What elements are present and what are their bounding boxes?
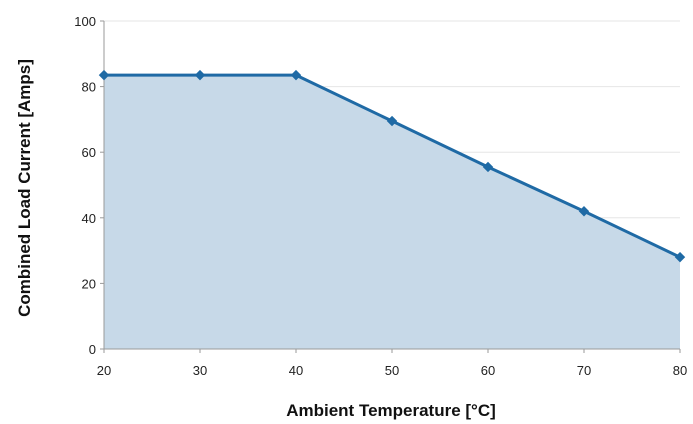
x-tick-label-40: 40	[289, 363, 303, 378]
x-axis-title: Ambient Temperature [°C]	[286, 401, 496, 420]
marker-layer	[98, 69, 686, 263]
data-point-20	[98, 69, 110, 81]
y-axis-title: Combined Load Current [Amps]	[15, 59, 34, 317]
data-point-70	[578, 206, 590, 217]
data-point-50	[386, 115, 398, 127]
data-point-60	[482, 161, 494, 173]
data-point-30	[194, 69, 206, 81]
x-tick-label-70: 70	[577, 363, 591, 378]
y-tick-label-60: 60	[82, 145, 96, 160]
x-tick-label-60: 60	[481, 363, 495, 378]
data-point-40	[290, 69, 302, 81]
series-area-fill	[104, 75, 680, 350]
x-tick-label-50: 50	[385, 363, 399, 378]
x-tick-label-30: 30	[193, 363, 207, 378]
y-tick-label-100: 100	[74, 14, 96, 29]
y-tick-label-0: 0	[89, 342, 96, 357]
x-tick-label-20: 20	[97, 363, 111, 378]
x-tick-label-80: 80	[673, 363, 687, 378]
area-layer	[104, 75, 680, 350]
y-tick-label-40: 40	[82, 211, 96, 226]
data-point-80	[674, 251, 686, 263]
y-tick-label-20: 20	[82, 276, 96, 291]
y-tick-label-80: 80	[82, 80, 96, 95]
